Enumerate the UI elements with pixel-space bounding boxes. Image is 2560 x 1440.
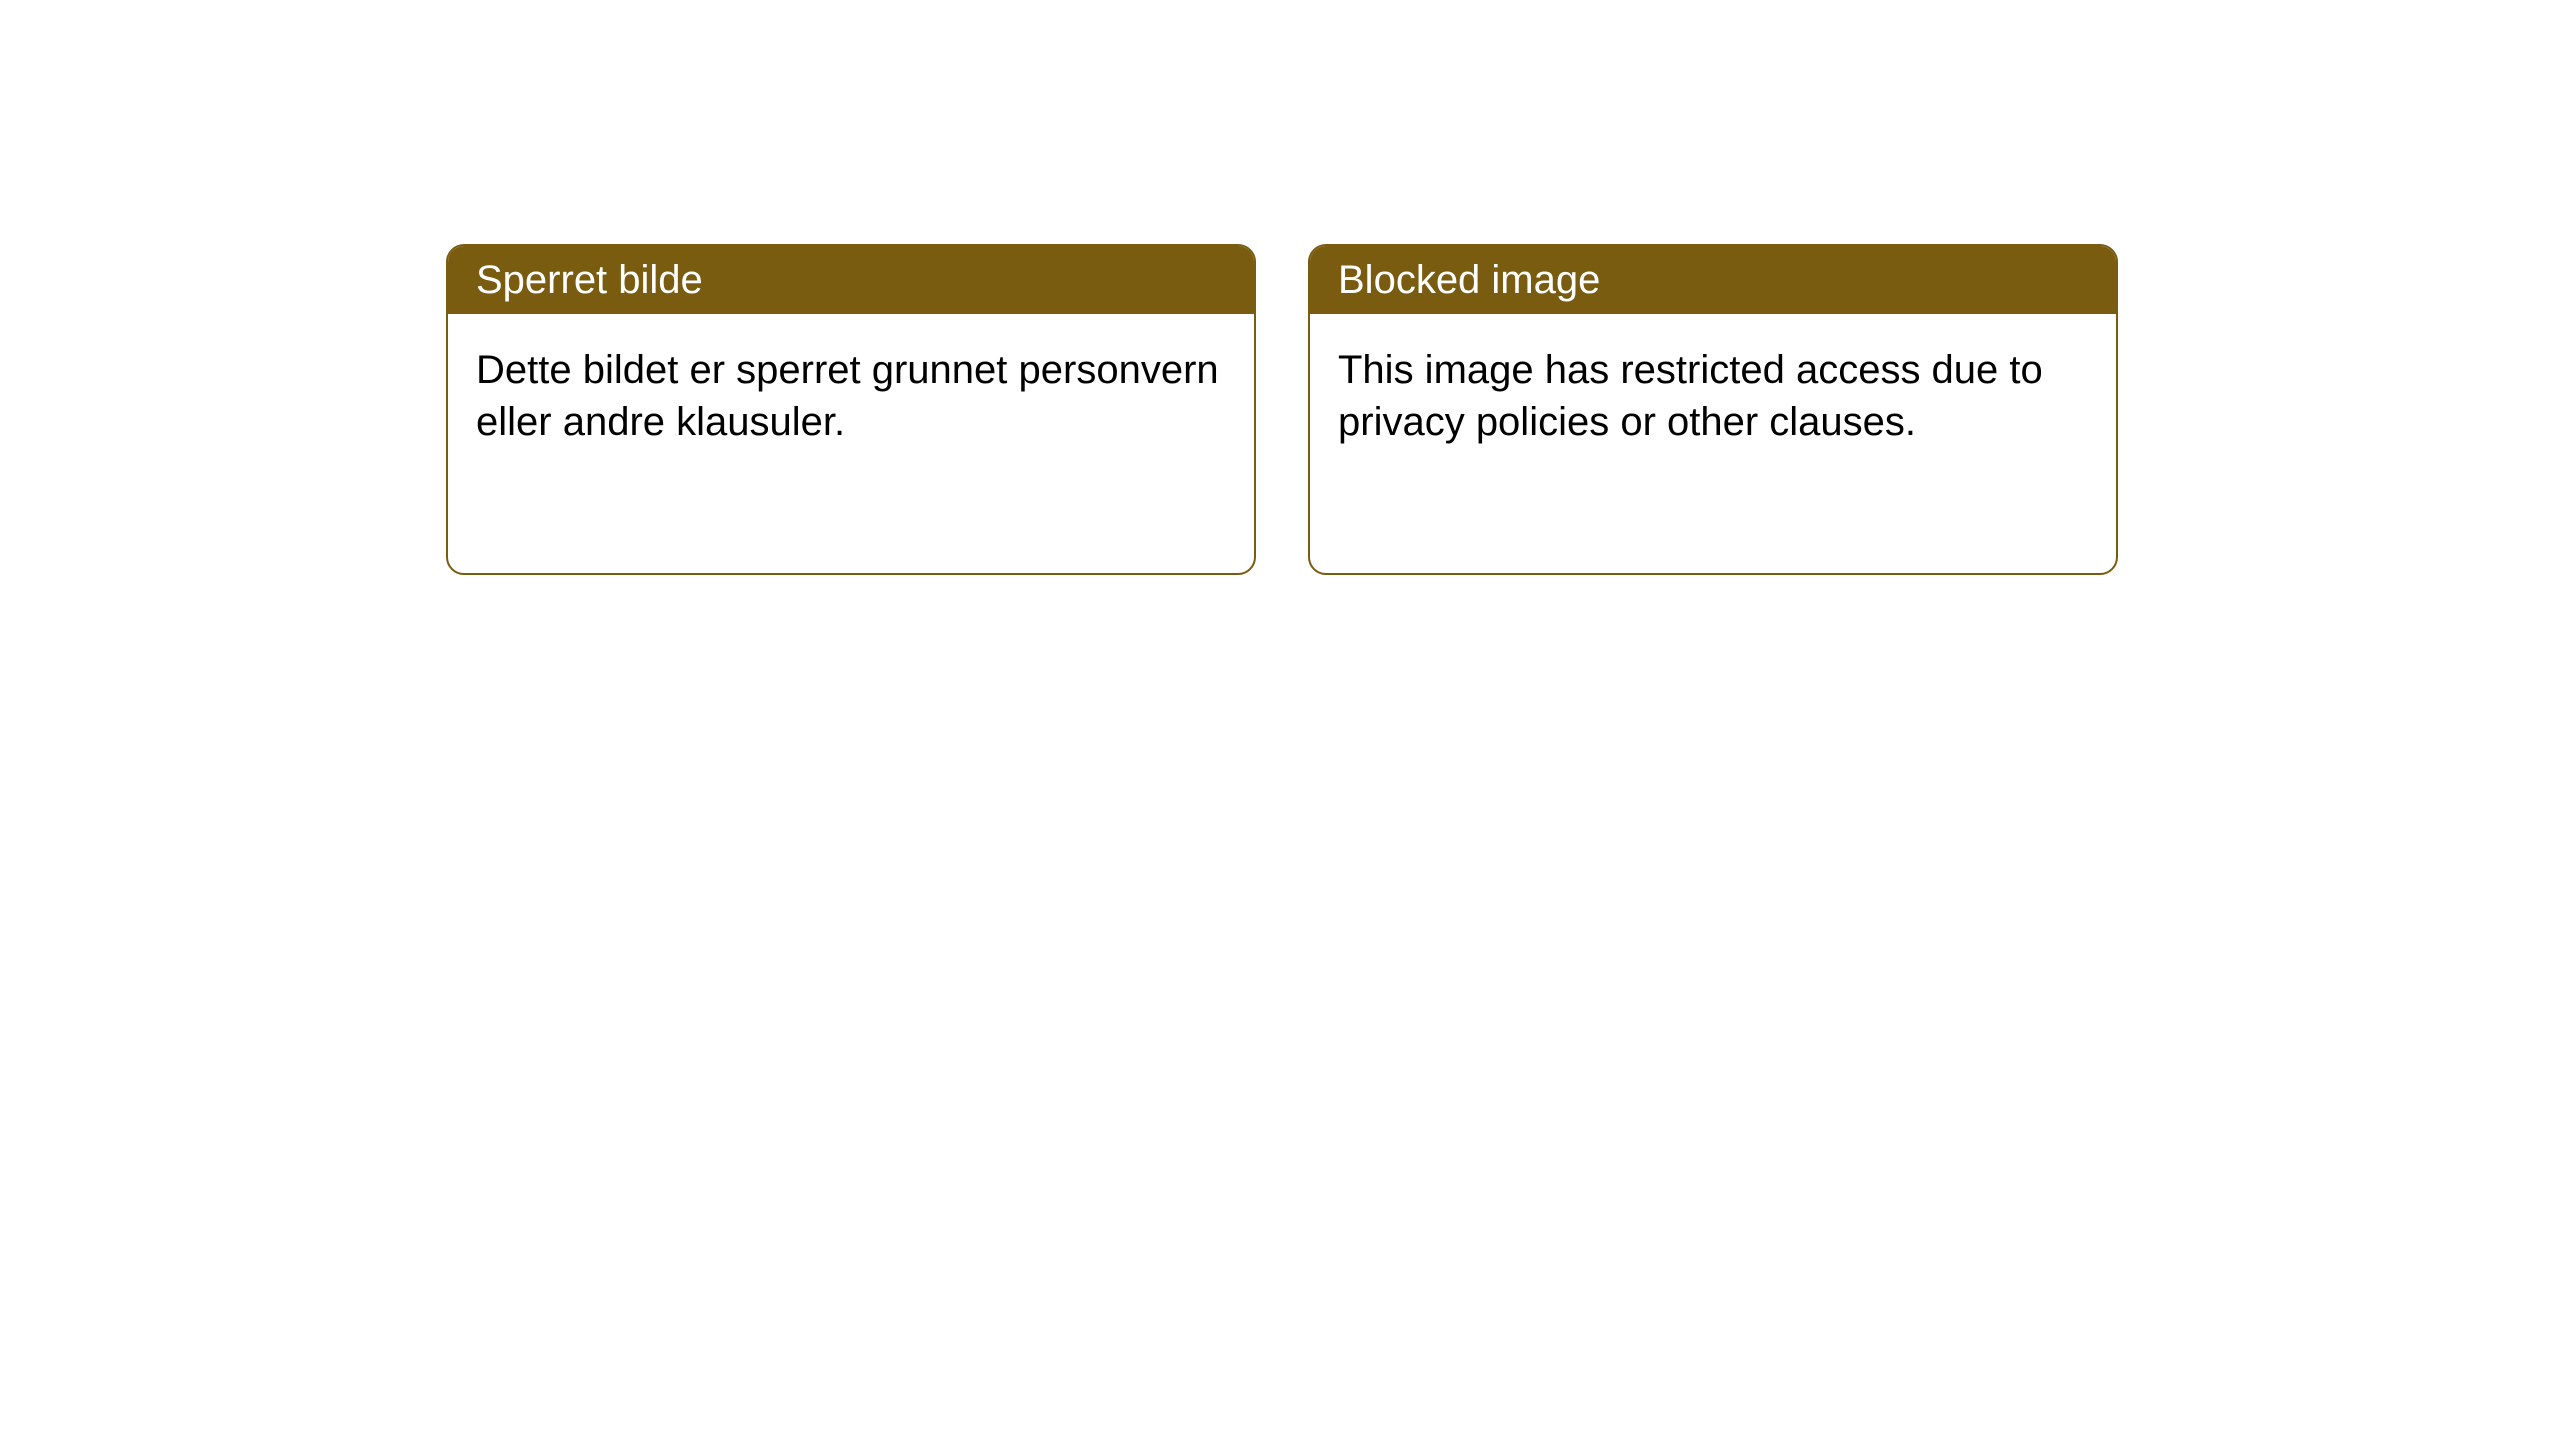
card-message-no: Dette bildet er sperret grunnet personve… [476, 348, 1219, 444]
card-message-en: This image has restricted access due to … [1338, 348, 2043, 444]
notice-container: Sperret bilde Dette bildet er sperret gr… [0, 0, 2560, 575]
card-header-en: Blocked image [1310, 246, 2116, 314]
card-body-en: This image has restricted access due to … [1310, 314, 2116, 478]
card-title-en: Blocked image [1338, 258, 1600, 302]
card-title-no: Sperret bilde [476, 258, 703, 302]
card-header-no: Sperret bilde [448, 246, 1254, 314]
blocked-image-card-no: Sperret bilde Dette bildet er sperret gr… [446, 244, 1256, 575]
card-body-no: Dette bildet er sperret grunnet personve… [448, 314, 1254, 478]
blocked-image-card-en: Blocked image This image has restricted … [1308, 244, 2118, 575]
